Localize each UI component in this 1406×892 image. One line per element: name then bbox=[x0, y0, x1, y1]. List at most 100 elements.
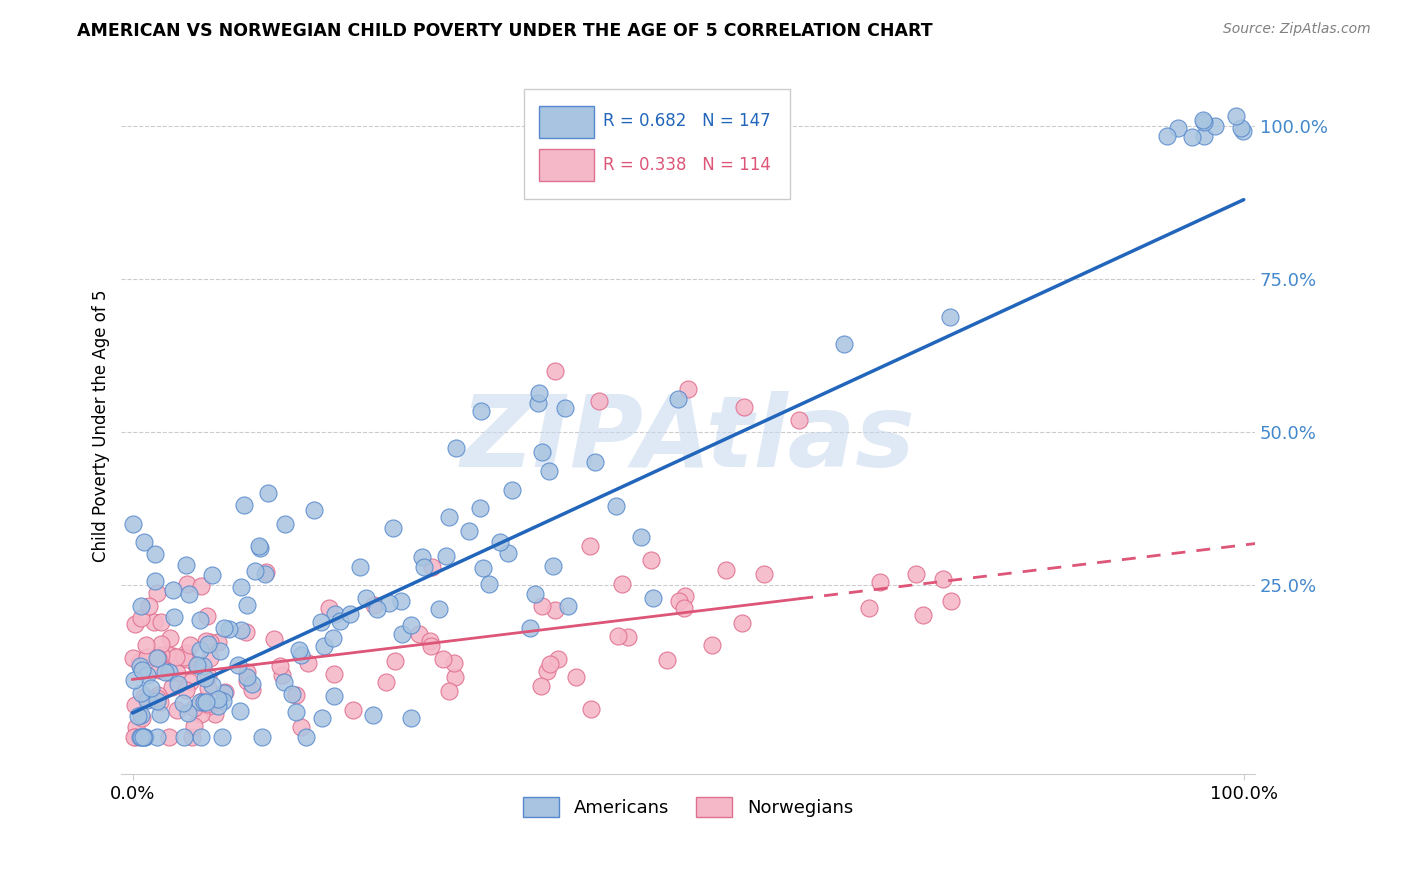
Text: R = 0.338   N = 114: R = 0.338 N = 114 bbox=[603, 155, 770, 174]
Point bbox=[122, 731, 145, 745]
Point bbox=[411, 549, 433, 564]
Point bbox=[236, 598, 259, 612]
Point bbox=[173, 649, 195, 664]
Point bbox=[527, 385, 550, 400]
Point bbox=[127, 709, 149, 723]
Point bbox=[630, 530, 652, 544]
Point bbox=[148, 689, 170, 703]
Point bbox=[714, 563, 737, 577]
FancyBboxPatch shape bbox=[538, 149, 595, 181]
Point bbox=[531, 599, 554, 613]
Point bbox=[389, 593, 412, 607]
Point bbox=[544, 364, 567, 378]
Point bbox=[544, 603, 567, 617]
Point bbox=[536, 665, 558, 679]
Point bbox=[134, 731, 156, 745]
Point bbox=[858, 601, 880, 615]
Point bbox=[121, 651, 143, 665]
Point bbox=[131, 731, 153, 745]
Point bbox=[129, 707, 152, 722]
Point bbox=[288, 642, 311, 657]
Point bbox=[640, 553, 662, 567]
Point bbox=[188, 613, 211, 627]
Point bbox=[1225, 109, 1247, 123]
Point bbox=[249, 541, 271, 555]
Point bbox=[207, 691, 229, 706]
Point bbox=[129, 659, 152, 673]
Point bbox=[444, 442, 467, 456]
Point bbox=[193, 695, 215, 709]
Point bbox=[384, 654, 406, 668]
Point bbox=[195, 608, 218, 623]
Point bbox=[673, 600, 696, 615]
Point bbox=[752, 566, 775, 581]
Point bbox=[322, 632, 344, 646]
Point bbox=[149, 694, 172, 708]
Point bbox=[1192, 112, 1215, 127]
Point bbox=[269, 658, 291, 673]
Point bbox=[195, 633, 218, 648]
Point bbox=[271, 667, 294, 681]
Point bbox=[236, 665, 259, 679]
Point bbox=[143, 615, 166, 630]
Point bbox=[167, 677, 190, 691]
Point bbox=[610, 577, 633, 591]
Point bbox=[489, 535, 512, 549]
Point bbox=[869, 574, 891, 589]
Point bbox=[547, 652, 569, 666]
Point bbox=[156, 647, 179, 661]
Point bbox=[190, 706, 212, 721]
Point bbox=[146, 731, 169, 745]
Point bbox=[470, 500, 492, 515]
Y-axis label: Child Poverty Under the Age of 5: Child Poverty Under the Age of 5 bbox=[93, 290, 110, 562]
Point bbox=[146, 586, 169, 600]
Text: R = 0.682   N = 147: R = 0.682 N = 147 bbox=[603, 112, 770, 130]
Point bbox=[136, 668, 159, 682]
Point bbox=[235, 624, 257, 639]
Point bbox=[538, 464, 561, 478]
Point bbox=[211, 731, 233, 745]
Point bbox=[530, 445, 553, 459]
Point bbox=[134, 690, 156, 704]
Point bbox=[297, 656, 319, 670]
Point bbox=[419, 634, 441, 648]
Point bbox=[190, 643, 212, 657]
Point bbox=[250, 731, 273, 745]
Point bbox=[939, 310, 962, 324]
Point bbox=[177, 587, 200, 601]
Point bbox=[194, 695, 217, 709]
Point bbox=[457, 524, 479, 538]
Point bbox=[173, 731, 195, 745]
Point bbox=[163, 610, 186, 624]
Point bbox=[197, 698, 219, 713]
Point bbox=[166, 665, 188, 680]
Point bbox=[124, 698, 146, 712]
Point bbox=[143, 574, 166, 588]
Point bbox=[229, 704, 252, 718]
Legend: Americans, Norwegians: Americans, Norwegians bbox=[516, 790, 860, 824]
Text: AMERICAN VS NORWEGIAN CHILD POVERTY UNDER THE AGE OF 5 CORRELATION CHART: AMERICAN VS NORWEGIAN CHILD POVERTY UNDE… bbox=[77, 22, 934, 40]
Point bbox=[1230, 120, 1253, 135]
Point bbox=[382, 521, 405, 535]
Point bbox=[160, 680, 183, 694]
Point bbox=[131, 711, 153, 725]
Point bbox=[318, 600, 340, 615]
Point bbox=[198, 651, 221, 665]
Point bbox=[177, 706, 200, 721]
Point bbox=[166, 703, 188, 717]
Point bbox=[349, 560, 371, 574]
Point bbox=[124, 673, 146, 687]
Point bbox=[912, 607, 935, 622]
Point bbox=[247, 540, 270, 554]
Point bbox=[125, 720, 148, 734]
Point bbox=[128, 731, 150, 745]
Point bbox=[129, 731, 152, 745]
Point bbox=[235, 673, 257, 688]
Point bbox=[146, 691, 169, 706]
Point bbox=[138, 599, 160, 613]
Point bbox=[439, 683, 461, 698]
Point bbox=[218, 622, 240, 636]
Point bbox=[124, 617, 146, 632]
Point bbox=[188, 695, 211, 709]
Point bbox=[676, 382, 699, 396]
